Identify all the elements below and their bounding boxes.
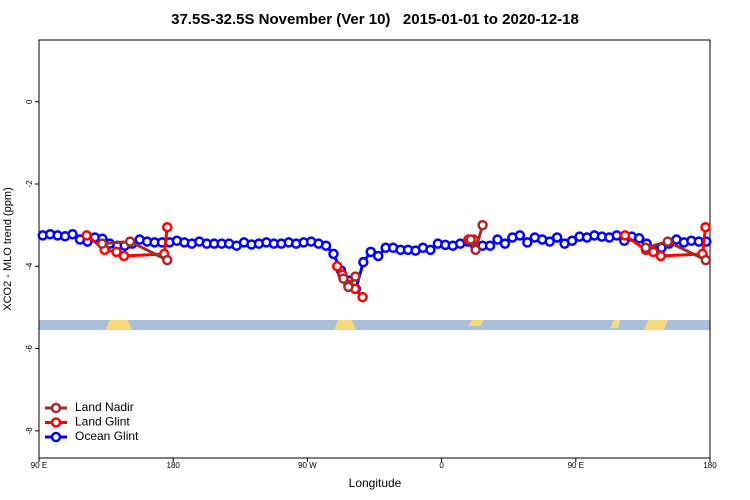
- point: [662, 236, 674, 247]
- y-tick-label: -4: [25, 262, 34, 270]
- point: [425, 244, 436, 256]
- point: [96, 238, 108, 249]
- point: [640, 242, 651, 254]
- y-tick-label: -8: [25, 427, 34, 435]
- point: [161, 254, 173, 266]
- legend-marker: [50, 402, 62, 414]
- point: [338, 273, 349, 284]
- point: [522, 237, 533, 248]
- map-strip: [39, 320, 710, 330]
- point: [499, 238, 511, 249]
- land: [105, 320, 132, 330]
- point: [331, 261, 343, 272]
- point: [611, 230, 623, 241]
- point: [470, 244, 481, 256]
- point: [343, 281, 354, 293]
- point: [365, 246, 377, 258]
- point: [619, 230, 631, 241]
- point: [372, 250, 384, 262]
- y-tick-label: -2: [25, 180, 34, 188]
- land: [610, 320, 620, 328]
- legend-label: Land Glint: [75, 415, 130, 429]
- x-axis-label: Longitude: [349, 476, 402, 490]
- point: [357, 291, 368, 303]
- x-tick-label: 180: [167, 461, 181, 470]
- x-tick-label: 0: [439, 461, 444, 470]
- point: [477, 219, 488, 231]
- point: [124, 236, 136, 247]
- point: [118, 250, 130, 262]
- legend-label: Land Nadir: [75, 400, 134, 414]
- land: [468, 320, 484, 326]
- point: [111, 246, 122, 258]
- point: [492, 234, 503, 245]
- point: [465, 234, 476, 245]
- x-tick-label: 180: [703, 461, 717, 470]
- point: [700, 254, 712, 266]
- point: [544, 236, 555, 247]
- point: [328, 248, 339, 260]
- point: [350, 271, 361, 282]
- point: [700, 221, 711, 233]
- point: [514, 230, 526, 241]
- point: [648, 246, 659, 258]
- chart-title: 37.5S-32.5S November (Ver 10) 2015-01-01…: [171, 11, 579, 28]
- point: [161, 221, 173, 233]
- legend-marker: [50, 431, 62, 443]
- x-tick-label: 90 W: [298, 461, 317, 470]
- point: [551, 232, 563, 243]
- ocean-strip: [39, 320, 710, 330]
- point: [633, 233, 645, 244]
- legend-marker: [50, 417, 62, 428]
- point: [655, 250, 667, 262]
- y-tick-label: -6: [25, 344, 34, 352]
- land: [334, 320, 356, 330]
- point: [320, 240, 332, 251]
- point: [81, 230, 92, 241]
- y-axis-label: XCO2 - MLO trend (ppm): [2, 187, 14, 310]
- plot-frame: [38, 39, 711, 459]
- series: [96, 219, 712, 293]
- point: [484, 240, 496, 251]
- legend-label: Ocean Glint: [75, 429, 139, 443]
- point: [566, 235, 578, 247]
- x-tick-label: 90 E: [31, 461, 47, 470]
- point: [358, 256, 369, 268]
- x-tick-label: 90 E: [568, 461, 584, 470]
- point: [67, 228, 78, 240]
- land: [644, 320, 668, 330]
- y-tick-label: 0: [25, 99, 34, 104]
